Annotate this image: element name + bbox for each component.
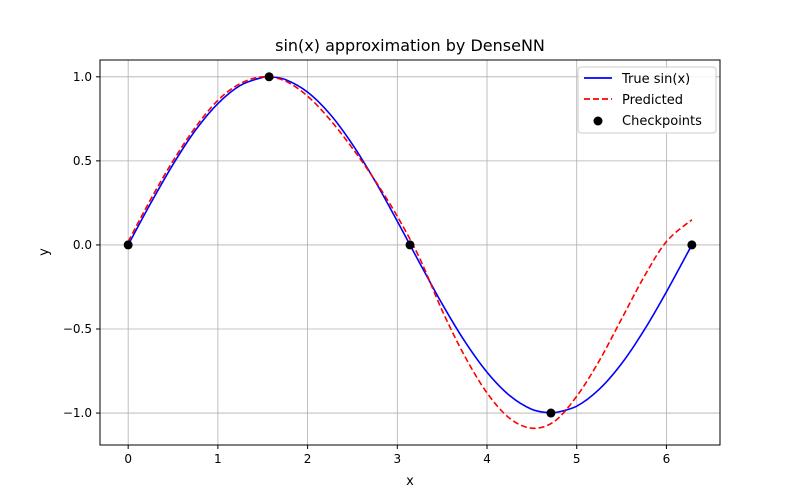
legend-box <box>577 66 717 134</box>
x-axis-ticks: 0 1 2 3 4 5 6 <box>124 445 670 466</box>
legend-label-true: True sin(x) <box>621 72 690 87</box>
x-tick-label: 3 <box>393 452 401 466</box>
checkpoint-point <box>546 408 556 418</box>
chart-title: sin(x) approximation by DenseNN <box>275 36 545 55</box>
checkpoint-point <box>687 240 697 250</box>
y-tick-label: −0.5 <box>63 322 92 336</box>
plot-frame <box>99 59 721 446</box>
y-tick-label: −1.0 <box>63 406 92 420</box>
checkpoint-point <box>405 240 415 250</box>
x-tick-label: 5 <box>573 452 581 466</box>
checkpoint-markers <box>123 72 697 418</box>
series-line-predicted <box>127 75 693 430</box>
y-tick-label: 1.0 <box>73 70 92 84</box>
legend: True sin(x) Predicted Checkpoints <box>577 66 717 134</box>
x-tick-label: 4 <box>483 452 491 466</box>
x-tick-label: 1 <box>214 452 222 466</box>
checkpoint-point <box>264 72 274 82</box>
legend-label-predicted: Predicted <box>622 93 683 108</box>
x-tick-label: 0 <box>124 452 132 466</box>
x-tick-label: 2 <box>304 452 312 466</box>
checkpoint-point <box>123 240 133 250</box>
legend-swatch-checkpoints <box>593 116 603 126</box>
legend-label-checkpoints: Checkpoints <box>622 114 702 129</box>
y-axis-label: y <box>37 248 52 256</box>
x-axis-label: x <box>406 474 414 489</box>
y-tick-label: 0.0 <box>73 238 92 252</box>
y-axis-ticks: −1.0 −0.5 0.0 0.5 1.0 <box>63 70 100 420</box>
x-tick-label: 6 <box>663 452 671 466</box>
y-tick-label: 0.5 <box>73 154 92 168</box>
